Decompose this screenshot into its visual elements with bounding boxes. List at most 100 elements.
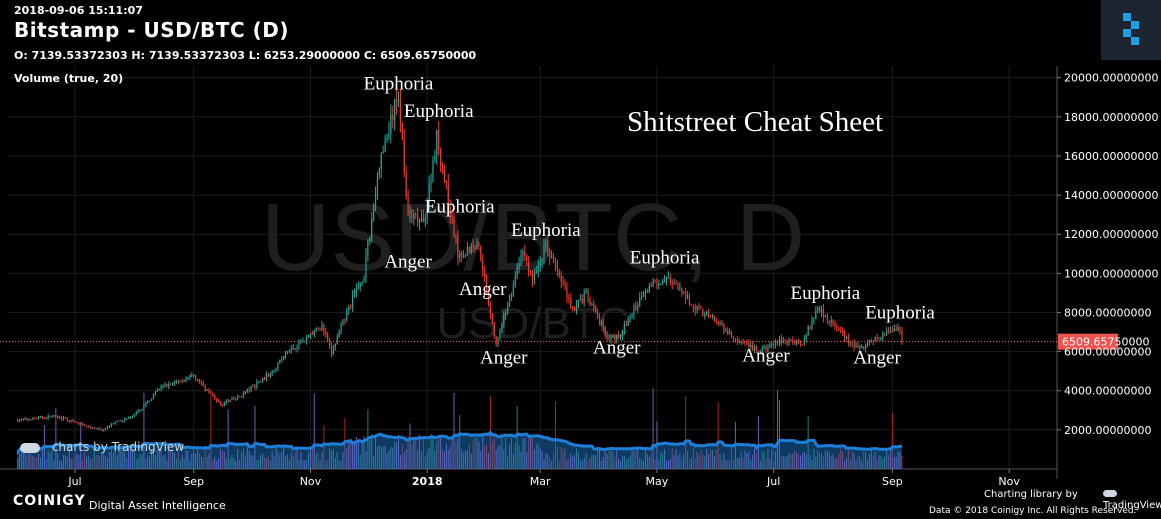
volume-bar <box>671 448 673 469</box>
volume-bar <box>821 453 823 469</box>
candle <box>608 334 610 342</box>
candle-body <box>820 308 823 313</box>
candle-body <box>849 342 851 344</box>
cloud-icon <box>1103 490 1117 497</box>
candle <box>600 319 603 327</box>
candle <box>191 372 193 378</box>
candle-body <box>648 285 650 292</box>
candle-body <box>554 261 557 266</box>
volume-bar <box>738 457 740 469</box>
x-axis[interactable]: Jul Sep Nov 2018 Mar May Jul Sep Nov <box>67 469 1020 488</box>
candle <box>602 318 604 332</box>
candle <box>196 378 199 382</box>
candle-body <box>432 160 434 181</box>
candle-body <box>338 331 340 337</box>
candle-body <box>595 307 597 312</box>
candle-body <box>889 330 892 332</box>
candle <box>820 305 823 318</box>
tradingview-link[interactable]: TradingView <box>1103 489 1161 511</box>
volume-indicator-label[interactable]: Volume (true, 20) <box>14 72 124 85</box>
volume-bar <box>279 454 281 469</box>
candle-body <box>43 417 45 419</box>
candle-body <box>248 389 250 391</box>
volume-bar <box>218 458 220 469</box>
candle <box>589 296 591 307</box>
candle <box>269 372 271 379</box>
candle <box>438 121 440 156</box>
candle-body <box>323 325 325 333</box>
volume-bar <box>141 454 143 469</box>
volume-bar <box>790 454 792 469</box>
volume-bar <box>568 458 570 469</box>
volume-bar <box>855 460 857 469</box>
candle-body <box>612 335 614 338</box>
volume-bar <box>484 445 486 469</box>
candle-body <box>679 288 681 290</box>
volume-bar <box>618 458 620 469</box>
candle <box>441 162 444 175</box>
candle-body <box>899 326 901 331</box>
candle <box>369 236 371 246</box>
candle <box>198 378 201 384</box>
volume-bar <box>453 392 455 469</box>
candle <box>686 290 689 300</box>
volume-bar <box>41 448 43 469</box>
volume-bar <box>706 448 708 469</box>
y-axis[interactable]: 2000.00000000 4000.00000000 6000.00000000 8… <box>1057 72 1158 437</box>
candle <box>468 246 470 254</box>
candle <box>547 234 549 257</box>
candle-body <box>139 409 141 411</box>
volume-bar <box>813 448 815 469</box>
candle <box>68 419 70 424</box>
volume-bar <box>727 460 729 469</box>
volume-bar <box>526 452 528 469</box>
volume-bar <box>826 450 828 469</box>
candle <box>819 305 821 313</box>
candle <box>422 209 424 223</box>
volume-bar <box>784 456 786 469</box>
volume-bar <box>57 453 59 469</box>
volume-bar <box>853 453 855 469</box>
volume-bar <box>763 452 765 469</box>
volume-bar <box>675 449 677 469</box>
candle <box>261 377 264 384</box>
candle-body <box>834 322 836 327</box>
candle <box>730 330 733 339</box>
candle <box>685 287 687 305</box>
volume-bar <box>537 444 539 469</box>
volume-bar <box>265 458 267 469</box>
candle <box>214 394 216 400</box>
volume-bar <box>392 447 394 469</box>
candle-body <box>857 345 859 348</box>
volume-bar <box>197 447 199 469</box>
candle <box>790 339 792 343</box>
candle <box>610 333 612 344</box>
candle <box>346 307 348 323</box>
volume-bar <box>889 451 891 469</box>
candle <box>583 288 585 307</box>
candle-body <box>152 394 155 399</box>
volume-bar <box>495 449 497 469</box>
candle <box>604 326 606 339</box>
candle-body <box>124 418 126 422</box>
volume-bar <box>757 415 759 469</box>
volume-bar <box>579 459 581 469</box>
candle-body <box>667 277 670 279</box>
coinigy-logo-badge[interactable] <box>1101 0 1161 60</box>
candle-body <box>570 298 572 307</box>
candle-body <box>604 327 606 336</box>
candle <box>882 330 884 342</box>
candle-body <box>702 308 704 316</box>
candle <box>133 413 135 418</box>
volume-bar <box>375 436 377 469</box>
candle-body <box>838 327 840 331</box>
candle <box>461 250 463 262</box>
coinigy-brand[interactable]: COINIGY <box>13 493 86 509</box>
candle-body <box>642 295 645 297</box>
volume-bar <box>451 436 453 469</box>
candle-body <box>183 380 185 382</box>
volume-bar <box>342 452 344 469</box>
candle <box>566 282 568 304</box>
candle <box>82 422 84 426</box>
